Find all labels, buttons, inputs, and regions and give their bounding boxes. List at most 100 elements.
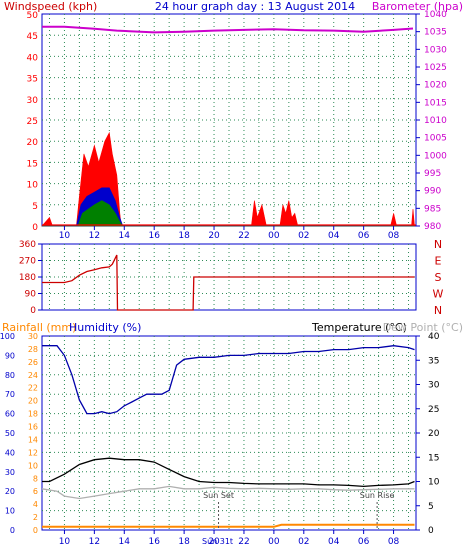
humidity-tick-label: 50: [5, 429, 15, 438]
rainfall-tick-label: 12: [28, 448, 38, 457]
graph-title: 24 hour graph day : 13 August 2014: [155, 0, 355, 13]
panel1-x-tick-label: 06: [358, 231, 370, 241]
rainfall-line: [42, 523, 415, 528]
windspeed-tick-label: 20: [27, 138, 39, 148]
panel1-x-tick-label: 08: [388, 231, 400, 241]
direction-tick-label: 180: [19, 273, 36, 283]
rainfall-tick-label: 10: [28, 461, 38, 470]
panel3-x-tick-label: 10: [59, 537, 71, 547]
humidity-tick-label: 90: [5, 351, 15, 360]
barometer-tick-label: 1015: [424, 98, 447, 108]
panel3-x-tick-label: 06: [358, 537, 370, 547]
rainfall-tick-label: 18: [28, 410, 38, 419]
panel3-x-tick-label: 02: [298, 537, 309, 547]
barometer-tick-label: 990: [424, 187, 441, 197]
rainfall-tick-label: 8: [33, 474, 38, 483]
direction-tick-label: 90: [25, 290, 37, 300]
panel1-x-tick-label: 14: [119, 231, 131, 241]
rainfall-tick-label: 14: [28, 435, 38, 444]
humidity-tick-label: 0: [10, 526, 15, 535]
temperature-tick-label: 35: [428, 356, 439, 366]
humidity-tick-label: 30: [5, 468, 15, 477]
rainfall-tick-label: 20: [28, 397, 38, 406]
panel1-x-tick-label: 16: [148, 231, 160, 241]
compass-letter: N: [434, 238, 442, 251]
rainfall-tick-label: 2: [33, 513, 38, 522]
rainfall-tick-label: 0: [33, 526, 38, 535]
direction-tick-label: 0: [30, 306, 36, 316]
windspeed-tick-label: 10: [27, 181, 39, 191]
humidity-tick-label: 40: [5, 448, 15, 457]
rainfall-tick-label: 26: [28, 358, 38, 367]
barometer-tick-label: 995: [424, 169, 441, 179]
humidity-tick-label: 60: [5, 410, 15, 419]
sunrise-label: Sun Rise: [360, 491, 395, 500]
humidity-line: [42, 345, 415, 415]
humidity-tick-label: 20: [5, 487, 15, 496]
direction-tick-label: 270: [19, 257, 36, 267]
temperature-tick-label: 40: [428, 332, 440, 342]
windspeed-tick-label: 25: [27, 117, 38, 127]
panel3-x-tick-label: 14: [119, 537, 131, 547]
wind-direction-line: [42, 254, 415, 311]
panel3-x-tick-label: 18: [178, 537, 190, 547]
rainfall-tick-label: 6: [33, 487, 38, 496]
humidity-temperature-panel: 0102030405060708090100024681012141618202…: [0, 332, 440, 547]
compass-letter: S: [435, 271, 442, 284]
rainfall-tick-label: 4: [33, 500, 38, 509]
rainfall-tick-label: 24: [28, 371, 38, 380]
barometer-tick-label: 1000: [424, 151, 447, 161]
temperature-tick-label: 20: [428, 429, 440, 439]
compass-letter: N: [434, 304, 442, 317]
panel1-x-tick-label: 18: [178, 231, 190, 241]
rainfall-axis-label: Rainfall (mm): [2, 321, 76, 334]
windspeed-tick-label: 30: [27, 96, 39, 106]
wind-low-area: [42, 200, 415, 227]
humidity-tick-label: 10: [5, 507, 15, 516]
panel1-x-tick-label: 20: [208, 231, 220, 241]
rainfall-tick-label: 30: [28, 332, 38, 341]
panel1-x-tick-label: 10: [59, 231, 71, 241]
panel3-x-tick-label: 08: [388, 537, 400, 547]
panel1-x-tick-label: 04: [328, 231, 340, 241]
temperature-tick-label: 10: [428, 478, 440, 488]
barometer-tick-label: 1030: [424, 45, 447, 55]
humidity-tick-label: 100: [0, 332, 15, 341]
panel3-x-tick-label: 00: [268, 537, 280, 547]
dewpoint-line: [41, 485, 415, 500]
temperature-tick-label: 15: [428, 453, 439, 463]
barometer-tick-label: 1025: [424, 63, 447, 73]
direction-tick-label: 360: [19, 240, 36, 250]
rainfall-tick-label: 22: [28, 384, 38, 393]
windspeed-tick-label: 0: [32, 223, 38, 233]
dewpoint-axis-label: Dew Point (°C): [383, 321, 463, 334]
temperature-line: [42, 457, 415, 488]
sunset-label: Sun Set: [203, 491, 234, 500]
humidity-axis-label: Humidity (%): [69, 321, 141, 334]
panel1-x-tick-label: 22: [238, 231, 249, 241]
panel3-x-tick-label: 20: [208, 537, 220, 547]
panel1-x-tick-label: 00: [268, 231, 280, 241]
windspeed-tick-label: 50: [27, 11, 39, 21]
barometer-tick-label: 985: [424, 204, 441, 214]
barometer-tick-label: 1020: [424, 81, 447, 91]
panel3-x-tick-label: 16: [148, 537, 160, 547]
barometer-tick-label: 1005: [424, 134, 447, 144]
barometer-tick-label: 1040: [424, 10, 447, 20]
windspeed-tick-label: 45: [27, 32, 38, 42]
temperature-axis-label: Temperature (°C): [311, 321, 407, 334]
humidity-tick-label: 70: [5, 390, 15, 399]
barometer-tick-label: 1010: [424, 116, 447, 126]
windspeed-tick-label: 5: [32, 202, 38, 212]
barometer-tick-label: 980: [424, 222, 441, 232]
rainfall-tick-label: 16: [28, 423, 38, 432]
barometer-axis-label: Barometer (hpa): [372, 0, 463, 13]
humidity-tick-label: 80: [5, 371, 15, 380]
compass-letter: W: [433, 288, 444, 301]
temperature-tick-label: 0: [428, 526, 434, 536]
temperature-tick-label: 25: [428, 405, 439, 415]
panel3-x-tick-label: 04: [328, 537, 340, 547]
